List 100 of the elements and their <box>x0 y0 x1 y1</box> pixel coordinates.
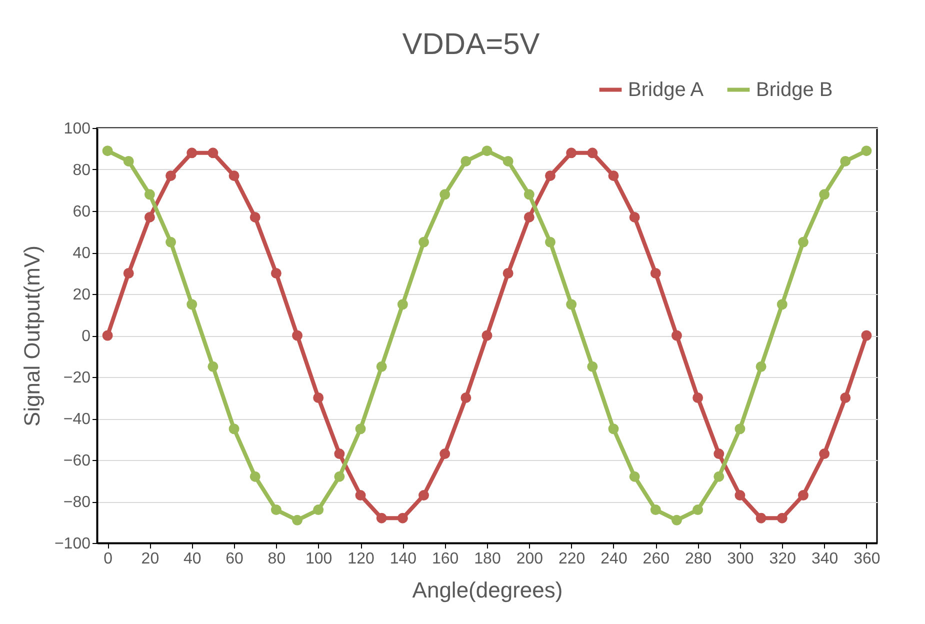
x-tick-label: 120 <box>348 550 374 568</box>
point <box>418 490 429 501</box>
point <box>819 189 830 200</box>
point <box>545 236 556 248</box>
x-tick-label: 100 <box>306 550 332 568</box>
y-tick-label: 60 <box>72 204 91 220</box>
point <box>440 448 450 460</box>
point <box>144 212 155 222</box>
point <box>650 504 661 516</box>
point <box>376 361 387 372</box>
x-tick-label: 340 <box>811 550 838 568</box>
point <box>334 471 345 482</box>
x-tick-label: 220 <box>558 550 586 568</box>
point <box>629 212 640 222</box>
point <box>313 504 324 516</box>
point <box>334 448 345 460</box>
x-tick-label: 160 <box>432 550 459 568</box>
y-tick-label: 40 <box>72 245 91 262</box>
point <box>313 392 324 403</box>
point <box>798 490 808 501</box>
point <box>397 299 408 310</box>
y-tick-label: 80 <box>72 162 91 179</box>
point <box>166 170 176 181</box>
y-tick-label: 0 <box>82 328 91 345</box>
x-tick-label: 20 <box>141 550 160 568</box>
x-tick-label: 60 <box>226 550 244 568</box>
point <box>482 330 492 341</box>
point <box>776 512 788 524</box>
x-tick-label: 360 <box>854 550 880 568</box>
point <box>545 170 556 181</box>
point <box>587 148 598 158</box>
point <box>587 361 598 372</box>
point <box>397 512 408 524</box>
point <box>714 448 724 460</box>
y-axis-title: Signal Output(mV) <box>19 246 44 426</box>
x-tick-label: 200 <box>516 550 544 568</box>
point <box>650 268 661 278</box>
x-tick-label: 80 <box>268 550 286 568</box>
point <box>228 170 240 181</box>
point <box>840 156 851 166</box>
point <box>123 156 134 166</box>
point <box>692 504 704 516</box>
point <box>250 471 260 482</box>
point <box>270 504 282 516</box>
point <box>186 148 198 158</box>
y-tick-label: −60 <box>63 452 91 470</box>
y-tick-label: −40 <box>63 411 91 428</box>
x-tick-label: 0 <box>104 550 113 568</box>
x-tick-label: 180 <box>474 550 501 568</box>
point <box>566 299 577 310</box>
point <box>524 189 534 200</box>
x-axis-title: Angle(degrees) <box>412 578 563 602</box>
point <box>292 514 303 526</box>
x-tick-label: 260 <box>642 550 670 568</box>
point <box>102 330 113 341</box>
point <box>186 299 198 310</box>
point <box>144 189 155 200</box>
x-tick-label: 280 <box>684 550 712 568</box>
point <box>776 299 788 310</box>
point <box>692 392 704 403</box>
point <box>228 424 240 434</box>
point <box>671 330 682 341</box>
point <box>629 471 640 482</box>
point <box>292 330 303 341</box>
point <box>861 330 872 341</box>
point <box>250 212 260 222</box>
x-tick-label: 320 <box>769 550 796 568</box>
point <box>418 236 429 248</box>
point <box>734 424 746 434</box>
x-tick-label: 300 <box>727 550 754 568</box>
point <box>166 236 176 248</box>
point <box>482 146 492 156</box>
point <box>270 268 282 278</box>
y-tick-label: −20 <box>63 370 91 386</box>
point <box>756 512 766 524</box>
x-tick-label: 40 <box>183 550 202 568</box>
point <box>355 490 366 501</box>
legend-label: Bridge A <box>628 78 704 101</box>
point <box>861 146 872 156</box>
point <box>460 392 472 403</box>
point <box>734 490 746 501</box>
point <box>102 146 113 156</box>
chart-title: VDDA=5V <box>402 28 540 61</box>
y-tick-label: 20 <box>72 286 91 304</box>
legend-label: Bridge B <box>756 78 833 101</box>
point <box>671 514 682 526</box>
point <box>208 148 218 158</box>
point <box>608 424 619 434</box>
point <box>756 361 766 372</box>
point <box>819 448 830 460</box>
point <box>460 156 472 166</box>
point <box>355 424 366 434</box>
point <box>798 236 808 248</box>
point <box>608 170 619 181</box>
point <box>208 361 218 372</box>
point <box>840 392 851 403</box>
x-tick-label: 240 <box>600 550 628 568</box>
point <box>524 212 534 222</box>
y-tick-label: 100 <box>64 120 91 138</box>
point <box>566 148 577 158</box>
